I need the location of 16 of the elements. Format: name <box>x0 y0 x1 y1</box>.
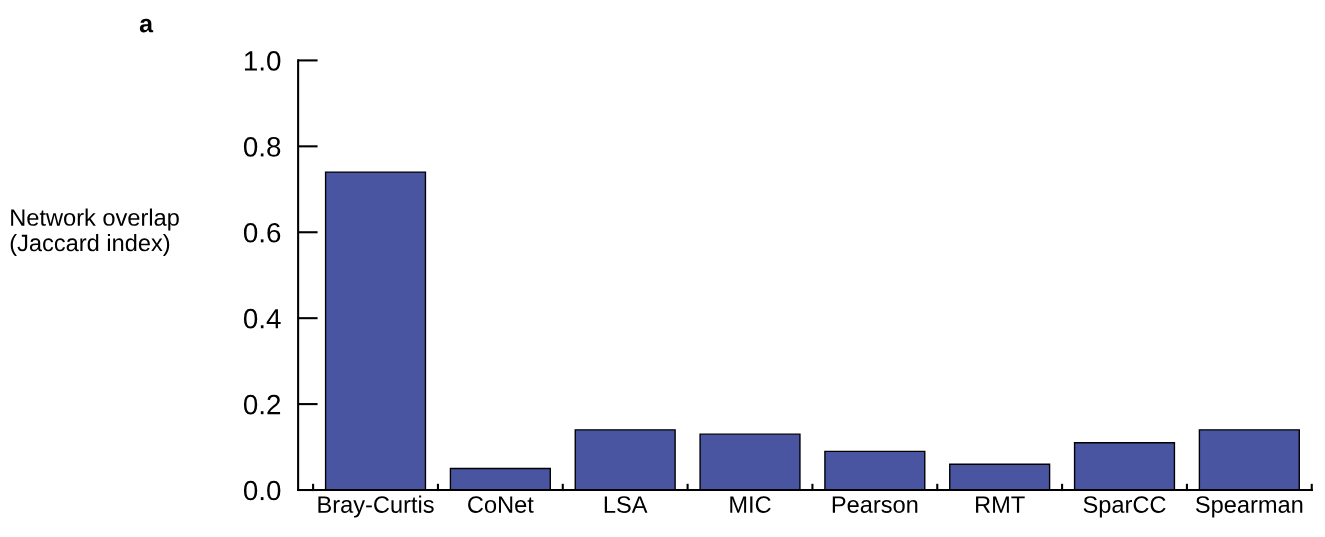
text: a <box>139 18 154 33</box>
y-tick-label: 0.0 <box>243 480 281 501</box>
y-tick-label: 0.4 <box>243 308 281 329</box>
y-axis-title: Network overlap (Jaccard index) <box>10 208 179 256</box>
x-tick-label: LSA <box>604 496 648 513</box>
x-tick-label: SparCC <box>1083 496 1166 518</box>
y-tick-label: 1.0 <box>244 51 281 71</box>
x-tick-label: Pearson <box>832 496 918 513</box>
y-tick-label: 0.2 <box>243 394 281 415</box>
x-tick-label: RMT <box>976 496 1025 513</box>
x-tick-label: MIC <box>730 496 771 513</box>
y-tick-label: 0.6 <box>243 222 281 243</box>
x-tick-label: Bray-Curtis <box>318 495 434 518</box>
x-tick-label: CoNet <box>468 496 534 513</box>
y-tick-label: 0.8 <box>243 137 281 157</box>
x-tick-label: Spearman <box>1195 496 1303 518</box>
